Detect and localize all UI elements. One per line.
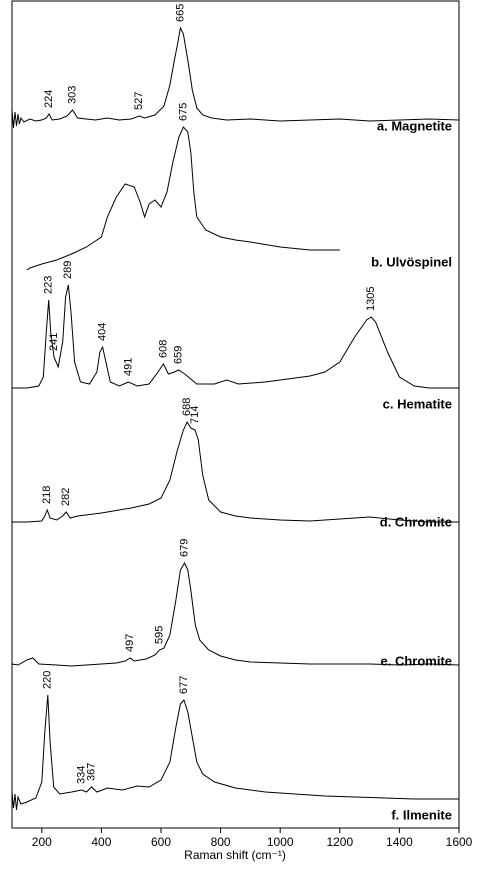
peak-label: 404	[96, 323, 108, 341]
peak-label: 665	[174, 4, 186, 22]
series-name: e. Chromite	[380, 653, 452, 668]
spectrum-line	[12, 420, 459, 523]
peak-label: 303	[66, 86, 78, 104]
peak-label: 224	[43, 90, 55, 108]
peak-label: 659	[172, 346, 184, 364]
x-tick-label: 600	[151, 835, 171, 849]
peak-label: 220	[42, 671, 54, 689]
peak-label: 218	[41, 486, 53, 504]
series-name: c. Hematite	[383, 396, 452, 411]
spectrum-line	[11, 694, 459, 811]
series-name: d. Chromite	[380, 514, 452, 529]
peak-label: 714	[189, 406, 201, 424]
peak-label: 497	[124, 634, 136, 652]
series-name: b. Ulvöspinel	[371, 254, 452, 269]
plot-frame	[11, 0, 460, 829]
spectrum-line	[26, 126, 340, 271]
peak-label: 491	[122, 358, 134, 376]
peak-label: 1305	[365, 287, 377, 311]
peak-label: 595	[153, 626, 165, 644]
peak-label: 677	[178, 676, 190, 694]
x-axis-label: Raman shift (cm⁻¹)	[184, 848, 286, 862]
series-name: f. Ilmenite	[391, 807, 452, 822]
x-tick-label: 200	[32, 835, 52, 849]
spectrum-line	[11, 26, 460, 129]
spectrum-line	[11, 561, 460, 667]
peak-label: 334	[76, 766, 88, 784]
x-tick-label: 400	[91, 835, 111, 849]
peak-label: 608	[157, 340, 169, 358]
peak-label: 367	[85, 763, 97, 781]
peak-label: 282	[60, 488, 72, 506]
peak-label: 688	[181, 398, 193, 416]
peak-label: 527	[133, 92, 145, 110]
peak-label: 223	[43, 276, 55, 294]
series-name: a. Magnetite	[377, 118, 452, 133]
spectrum-line	[12, 284, 459, 389]
x-tick-label: 800	[211, 835, 231, 849]
x-tick-label: 1000	[267, 835, 294, 849]
peak-label: 241	[48, 333, 60, 351]
x-tick-label: 1600	[446, 835, 473, 849]
peak-label: 289	[62, 261, 74, 279]
peak-label: 679	[178, 539, 190, 557]
x-tick-label: 1200	[326, 835, 353, 849]
x-tick-label: 1400	[386, 835, 413, 849]
peak-label: 675	[177, 103, 189, 121]
